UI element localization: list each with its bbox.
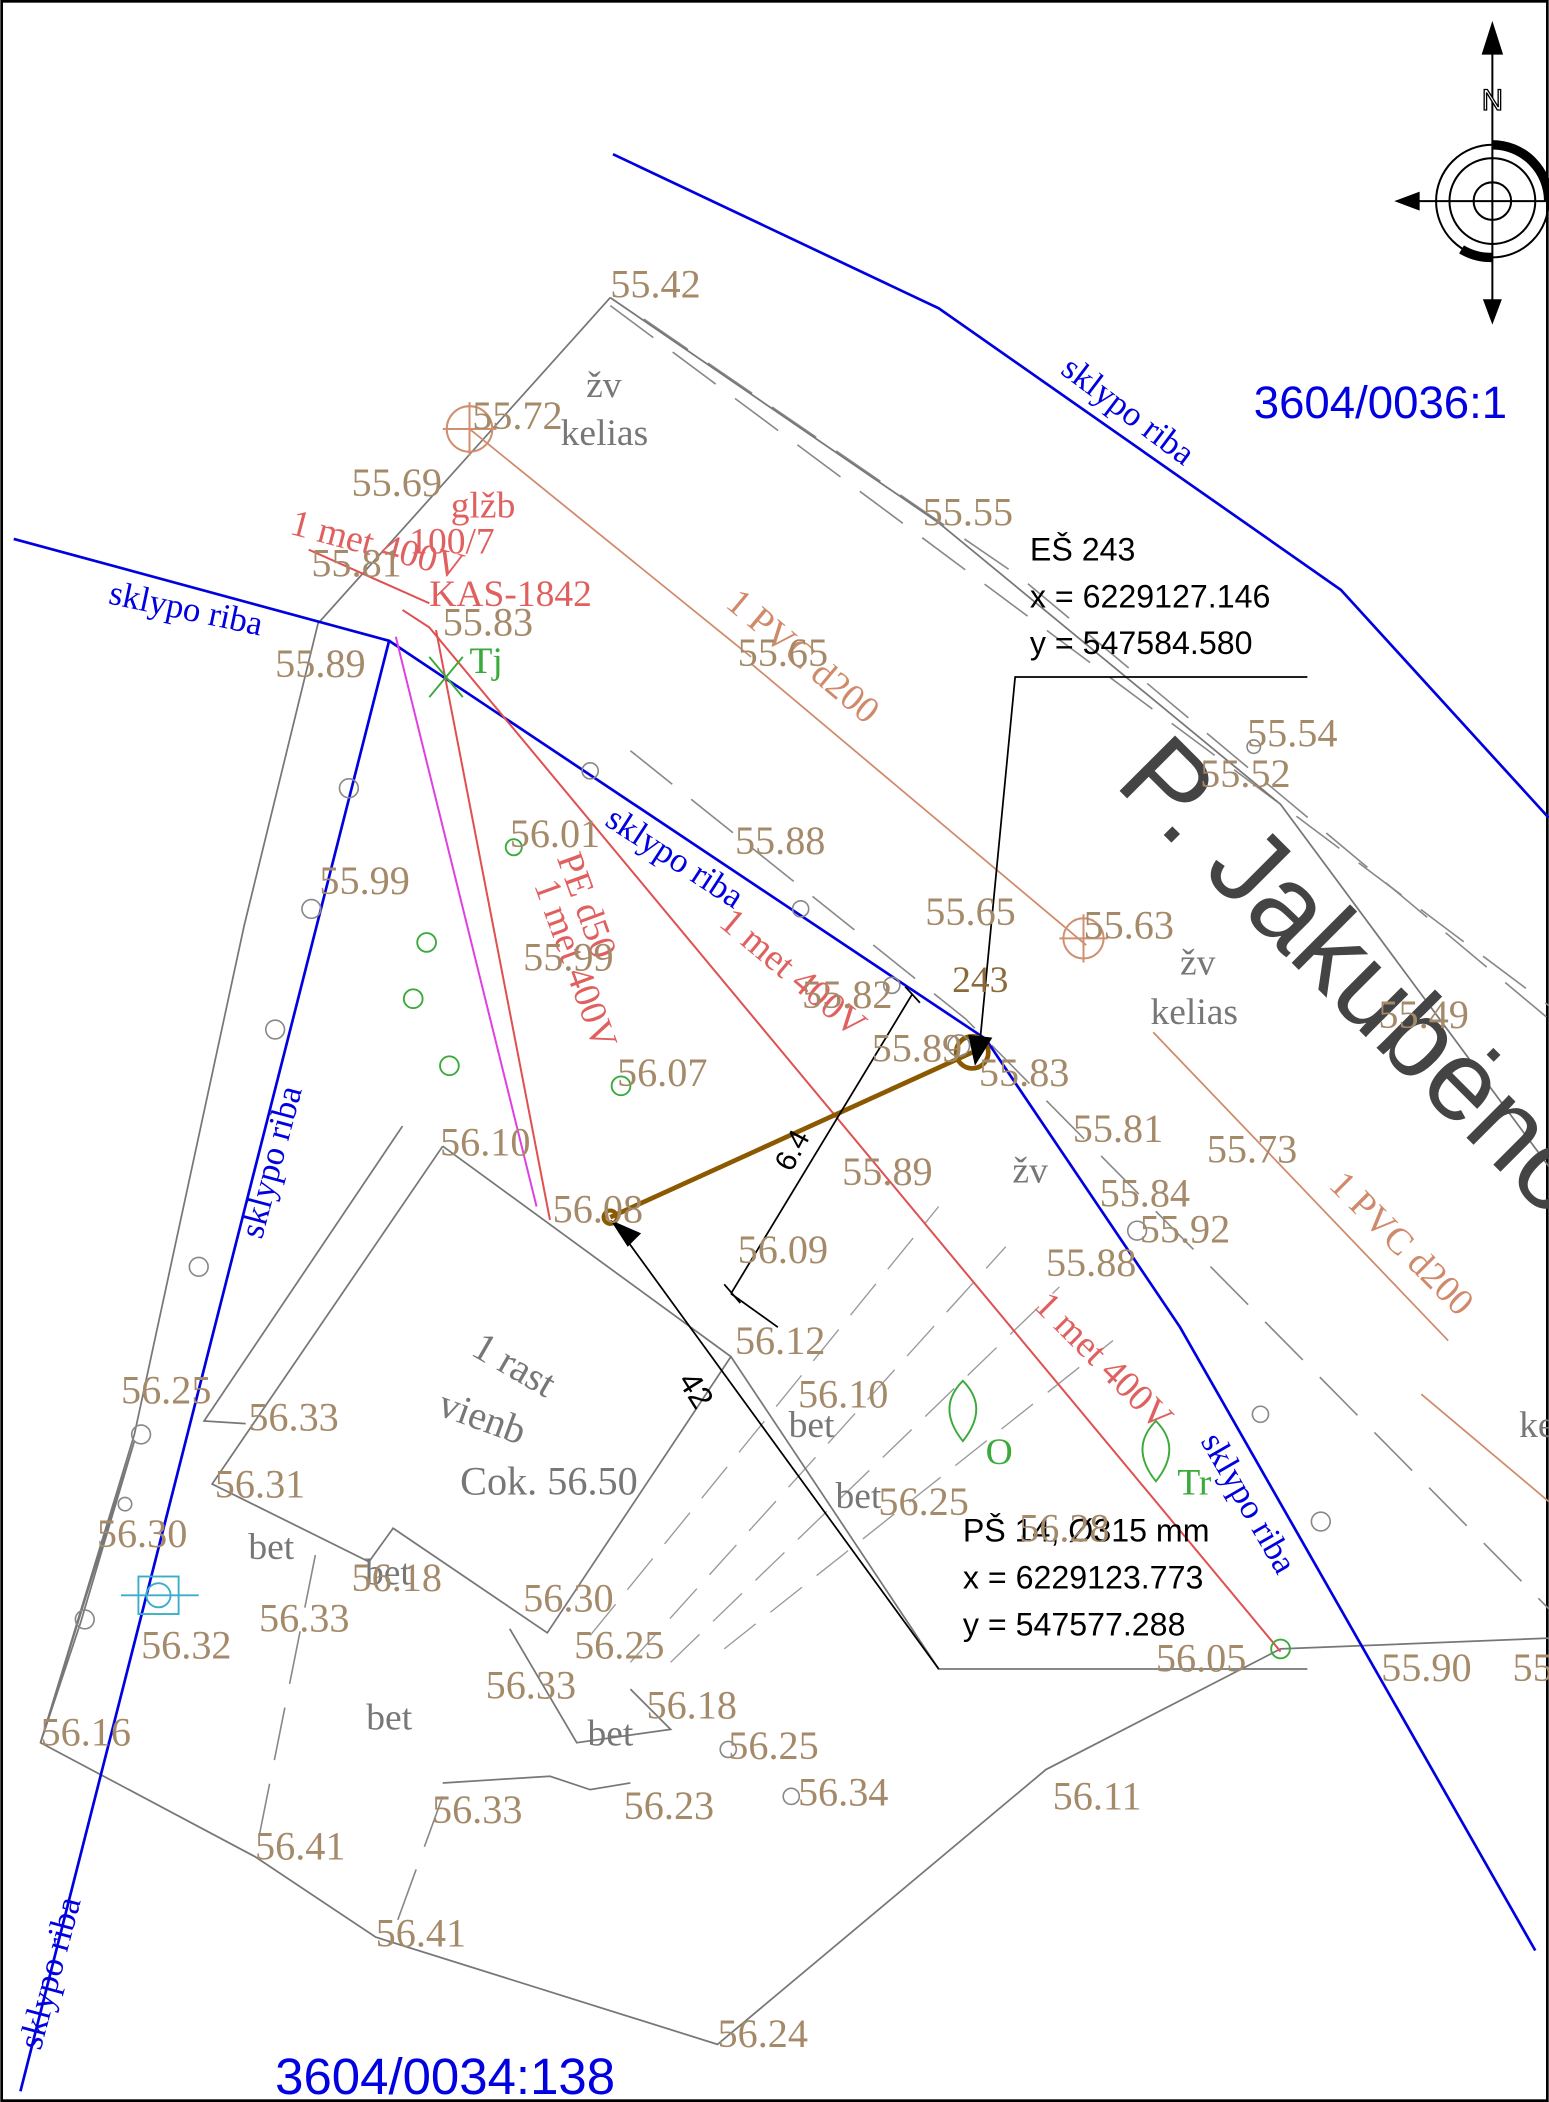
elevation: 55.82: [802, 972, 892, 1017]
elevation: 56.09: [738, 1227, 828, 1272]
elevation: 56.24: [718, 2011, 808, 2056]
elevation: 55.54: [1247, 711, 1337, 756]
elevation: 55.89: [872, 1026, 962, 1071]
elevation: 55.55: [923, 489, 1013, 534]
elevation: 56.10: [440, 1120, 530, 1165]
parcel-number: 3604/0036:1: [1254, 377, 1507, 428]
surface-label: bet: [587, 1713, 633, 1754]
elevation: 56.25: [878, 1479, 968, 1524]
surface-label: žv: [1012, 1150, 1048, 1191]
elevation: 55.49: [1378, 992, 1468, 1037]
elevation: 55.88: [735, 818, 825, 863]
elevation: 55.99: [319, 858, 409, 903]
elevation: 56.33: [259, 1595, 349, 1640]
utility-label: glžb: [451, 485, 516, 526]
elevation: 56.23: [624, 1783, 714, 1828]
elevation: 56.10: [798, 1372, 888, 1417]
elevation: 56.11: [1053, 1774, 1142, 1819]
surface-label: žv: [586, 365, 622, 406]
elevation: 55.83: [979, 1050, 1069, 1095]
elevation: 55.69: [352, 460, 442, 505]
elevation: 56.01: [510, 811, 600, 856]
utility-label: 100/7: [409, 522, 494, 563]
utility-label: Tj: [470, 641, 503, 682]
elevation: 55.81: [1073, 1106, 1163, 1151]
utility-label: O: [986, 1432, 1013, 1473]
elevation: 56.33: [486, 1662, 576, 1707]
building-label: Cok. 56.50: [460, 1459, 638, 1504]
surface-label: kelias: [561, 413, 649, 454]
surface-label: kelias: [1151, 992, 1239, 1033]
elevation: 56.30: [97, 1511, 187, 1556]
elevation: 56.32: [141, 1622, 231, 1667]
elevation: 55.81: [311, 540, 401, 585]
elevation: 56.12: [735, 1318, 825, 1363]
elevation: 55.72: [472, 393, 562, 438]
well-info: y = 547577.288: [963, 1606, 1186, 1642]
parcel-number: 3604/0034:138: [275, 2048, 615, 2102]
surface-label: ke: [1519, 1405, 1549, 1446]
well-info: EŠ 243: [1030, 531, 1135, 567]
compass-north: N: [1482, 84, 1503, 117]
utility-label: Tr: [1177, 1463, 1212, 1504]
elevation: 55.88: [1046, 1240, 1136, 1285]
elevation: 55.83: [443, 599, 533, 644]
elevation: 55.63: [1083, 902, 1173, 947]
elevation: 56.08: [553, 1187, 643, 1232]
elevation: 56.25: [728, 1723, 818, 1768]
frame: [2, 1, 1548, 2100]
elevation: 55.52: [1200, 751, 1290, 796]
elevation: 56.34: [798, 1770, 888, 1815]
elevation: 55: [1512, 1645, 1549, 1690]
elevation: 56.25: [121, 1368, 211, 1413]
elevation: 55.65: [925, 889, 1015, 934]
elevation: 56.18: [352, 1555, 442, 1600]
elevation: 55.42: [610, 262, 700, 307]
survey-map: N 3604/0036:13604/0034:138P. Jakubėno g.…: [0, 0, 1549, 2102]
well-info: x = 6229123.773: [963, 1560, 1203, 1596]
elevation: 56.05: [1156, 1636, 1246, 1681]
elevation: 56.31: [215, 1461, 305, 1506]
elevation: 56.18: [646, 1683, 736, 1728]
elevation: 56.33: [248, 1394, 338, 1439]
elevation: 56.25: [574, 1622, 664, 1667]
elevation: 56.28: [1019, 1506, 1109, 1551]
elevation: 56.41: [376, 1910, 466, 1955]
elevation: 55.65: [738, 630, 828, 675]
surface-label: bet: [366, 1697, 412, 1738]
surface-label: bet: [835, 1476, 881, 1517]
elevation: 55.73: [1207, 1126, 1297, 1171]
surface-label: bet: [248, 1527, 294, 1568]
elevation: 56.33: [432, 1787, 522, 1832]
elevation: 55.89: [842, 1149, 932, 1194]
well-info: x = 6229127.146: [1030, 578, 1271, 614]
elevation: 56.30: [523, 1575, 613, 1620]
surface-label: žv: [1180, 943, 1216, 984]
elevation: 55.90: [1381, 1645, 1471, 1690]
elevation: 56.41: [255, 1823, 345, 1868]
elevation: 56.07: [617, 1050, 707, 1095]
elevation: 55.92: [1140, 1207, 1230, 1252]
elevation: 56.16: [41, 1709, 131, 1754]
elevation: 55.89: [275, 641, 365, 686]
well-info: y = 547584.580: [1030, 625, 1253, 661]
elevation: 55.99: [523, 935, 613, 980]
utility-label: 243: [952, 960, 1008, 1001]
